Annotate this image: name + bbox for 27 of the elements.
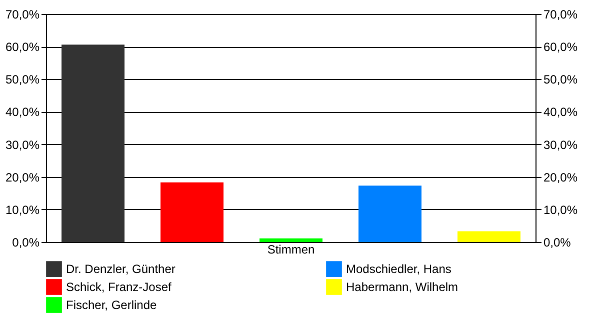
y-tick-label: 10,0% bbox=[5, 202, 40, 217]
legend-label: Schick, Franz-Josef bbox=[66, 280, 172, 294]
text: 60,0% bbox=[544, 40, 578, 54]
bar bbox=[260, 238, 322, 242]
bar bbox=[457, 231, 520, 242]
legend-label: Fischer, Gerlinde bbox=[66, 298, 158, 312]
text: 0,0% bbox=[544, 236, 571, 250]
text: 30,0% bbox=[544, 138, 578, 152]
y-tick-label: 50,0% bbox=[5, 72, 40, 87]
y-tick-label: 40,0% bbox=[5, 105, 40, 120]
text: 40,0% bbox=[544, 105, 578, 120]
y-tick-label: 30,0% bbox=[5, 138, 40, 152]
text: 50,0% bbox=[544, 72, 578, 87]
y-tick-label: 60,0% bbox=[5, 40, 40, 54]
bar bbox=[160, 182, 224, 242]
y-tick-label: 70,0% bbox=[5, 8, 40, 22]
x-tick-label: Stimmen bbox=[267, 242, 315, 256]
bar bbox=[62, 44, 125, 242]
legend-label: Habermann, Wilhelm bbox=[346, 280, 458, 294]
text: 20,0% bbox=[544, 170, 578, 184]
y-tick-label: 0,0% bbox=[12, 236, 40, 250]
bar bbox=[358, 186, 422, 242]
legend-label: Dr. Denzler, Günther bbox=[66, 262, 176, 276]
legend-label: Modschiedler, Hans bbox=[346, 262, 452, 276]
y-tick-label: 20,0% bbox=[5, 170, 40, 184]
text: 70,0% bbox=[544, 8, 578, 22]
text: 10,0% bbox=[544, 202, 578, 217]
